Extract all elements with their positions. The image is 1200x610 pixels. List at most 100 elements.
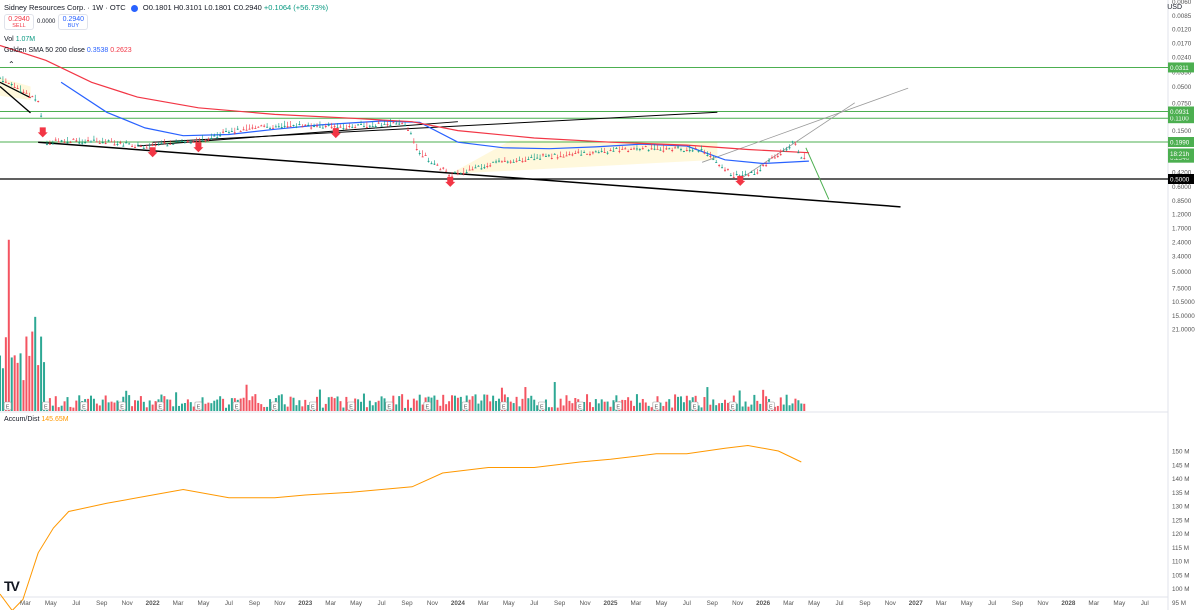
- volume-bar: [785, 394, 788, 411]
- volume-bar: [28, 355, 31, 411]
- candle-body: [459, 173, 462, 175]
- candle-body: [791, 141, 794, 143]
- candle-body: [732, 176, 735, 178]
- volume-bar: [550, 407, 553, 411]
- volume-bar: [662, 405, 665, 411]
- candle-body: [333, 126, 336, 128]
- candle-body: [345, 128, 348, 130]
- volume-bar: [95, 403, 98, 411]
- accum-dist-legend[interactable]: Accum/Dist 145.65M: [4, 416, 69, 423]
- candle-body: [624, 148, 627, 150]
- candle-body: [386, 124, 389, 126]
- red-down-arrow-icon: [445, 176, 456, 187]
- price-axis[interactable]: 21.0000 15.0000 10.5000 7.5000 5.0000 3.4000 2…: [1172, 0, 1195, 610]
- price-tag-text: 0.5000: [1170, 177, 1190, 184]
- buy-button[interactable]: 0.2940 BUY: [58, 14, 89, 30]
- candle-body: [78, 142, 81, 144]
- candle-body: [60, 140, 63, 142]
- red-down-arrow-icon: [147, 147, 158, 158]
- volume-bar: [398, 396, 401, 411]
- accum-axis-label: 145 M: [1172, 462, 1190, 469]
- red-down-arrow-icon: [735, 175, 746, 186]
- volume-bar: [630, 400, 633, 411]
- volume-bar: [442, 394, 445, 411]
- candle-body: [448, 175, 451, 177]
- candle-body: [547, 155, 550, 157]
- volume-bar: [682, 402, 685, 411]
- candle-body: [568, 154, 571, 156]
- candle-body: [139, 146, 142, 147]
- candle-body: [107, 140, 110, 142]
- candle-body: [374, 126, 377, 127]
- volume-bar: [345, 396, 348, 411]
- volume-bar: [183, 402, 186, 411]
- signal-arrows[interactable]: [37, 127, 746, 187]
- candle-body: [304, 124, 307, 126]
- earnings-marker-label: E: [578, 405, 582, 411]
- candle-body: [500, 161, 503, 163]
- volume-bar: [280, 394, 283, 411]
- volume-bar: [383, 398, 386, 411]
- candle-body: [34, 99, 37, 101]
- earnings-marker: [690, 401, 699, 411]
- candle-body: [257, 126, 260, 128]
- volume-bar: [547, 407, 550, 411]
- volume-bar: [368, 400, 371, 411]
- symbol-title[interactable]: Sidney Resources Corp. · 1W · OTC: [4, 3, 126, 12]
- sell-button[interactable]: 0.2940 SELL: [4, 14, 34, 30]
- descending-trend-line-2: [152, 111, 718, 143]
- accum-axis-label: 125 M: [1172, 517, 1190, 524]
- candle-body: [527, 159, 530, 160]
- candle-body: [691, 150, 694, 152]
- candle-body: [562, 156, 565, 158]
- candle-body: [706, 155, 709, 156]
- accum-axis-label: 95 M: [1172, 600, 1186, 607]
- time-axis[interactable]: Mar May Jul Sep Nov 2022 Mar May Jul Sep Nov 2023 Ma…: [20, 600, 1149, 607]
- price-axis-label: 0.0350: [1172, 70, 1192, 77]
- earnings-marker: [614, 401, 622, 411]
- earnings-marker-label: E: [349, 405, 353, 411]
- candle-body: [512, 161, 515, 163]
- volume-legend[interactable]: Vol 1.07M: [4, 36, 35, 43]
- candle-body: [536, 157, 539, 159]
- candle-body: [178, 141, 181, 143]
- earnings-marker: [728, 401, 737, 411]
- candle-body: [635, 148, 638, 150]
- volume-bar: [327, 397, 330, 411]
- candle-body: [277, 126, 280, 128]
- tradingview-logo[interactable]: TV: [4, 578, 20, 594]
- earnings-marker-label: E: [311, 405, 315, 411]
- candle-body: [274, 126, 277, 128]
- candle-body: [227, 132, 230, 134]
- volume-bar: [25, 336, 28, 411]
- currency-label[interactable]: USD: [1167, 4, 1182, 11]
- volume-bar: [406, 399, 409, 411]
- volume-bar: [89, 395, 92, 411]
- candle-body: [37, 101, 40, 103]
- volume-bar: [69, 406, 72, 411]
- time-axis-label: Jul: [988, 600, 996, 607]
- candle-body: [503, 160, 506, 162]
- accum-axis-label: 110 M: [1172, 559, 1189, 566]
- volume-bar: [448, 401, 451, 411]
- candle-body: [51, 143, 54, 145]
- volume-bar: [357, 399, 360, 411]
- time-axis-label: Mar: [478, 600, 489, 607]
- candle-body: [225, 131, 228, 132]
- candle-body: [506, 161, 509, 163]
- time-axis-label: Jul: [1141, 600, 1149, 607]
- trend-lines[interactable]: [0, 81, 909, 208]
- candle-body: [724, 169, 726, 171]
- volume-bar: [222, 398, 225, 411]
- volume-bar: [609, 406, 612, 411]
- collapse-chevron-icon[interactable]: ⌃: [8, 60, 15, 69]
- time-axis-label: 2022: [146, 600, 161, 607]
- time-axis-label: Nov: [1037, 600, 1049, 607]
- sma-legend[interactable]: Golden SMA 50 200 close 0.3538 0.2623: [4, 47, 132, 54]
- volume-bar: [750, 404, 753, 411]
- candle-body: [697, 150, 700, 152]
- volume-bar: [57, 407, 60, 411]
- time-axis-label: Nov: [732, 600, 744, 607]
